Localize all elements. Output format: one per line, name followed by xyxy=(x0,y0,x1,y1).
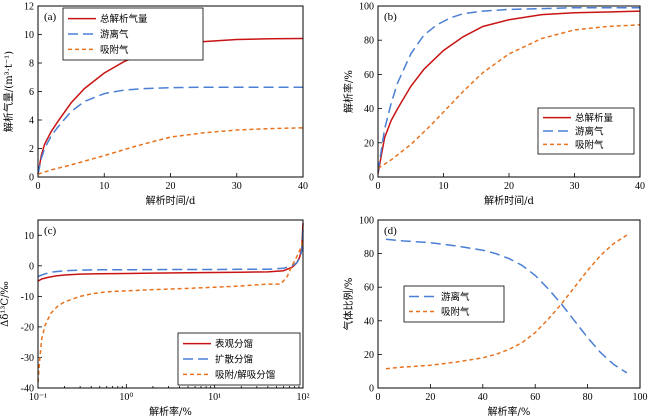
x-tick-label: 20 xyxy=(166,181,176,192)
y-axis-label: 气体比例/% xyxy=(342,278,355,331)
x-axis-label: 解析率/% xyxy=(149,405,192,418)
x-axis-label: 解析时间/d xyxy=(146,194,196,207)
x-tick-label: 40 xyxy=(635,181,645,192)
x-tick-label: 20 xyxy=(425,392,435,403)
legend-label: 吸附气 xyxy=(575,139,604,151)
series-line-blue xyxy=(37,86,303,175)
legend-label: 表观分馏 xyxy=(215,338,253,350)
plot-frame xyxy=(377,219,641,389)
plot-frame xyxy=(37,219,304,389)
y-axis-label: 解析率/% xyxy=(342,70,355,113)
y-tick-label: 100 xyxy=(359,2,374,13)
series-line-orange xyxy=(377,24,641,170)
legend-box xyxy=(537,107,635,155)
legend-label: 吸附/解吸分馏 xyxy=(215,369,275,381)
series-line-red xyxy=(377,10,641,174)
panel-1: 0 10 20 30 40 0 2 4 6 8 10 12 (a) 解析时间/d 解析气量/(m³·t⁻¹)… xyxy=(2,2,308,208)
y-tick-label: 0 xyxy=(29,261,34,272)
x-tick-label: 10⁰ xyxy=(119,392,133,403)
x-tick-label: 0 xyxy=(376,392,381,403)
legend-label: 游离气 xyxy=(575,126,604,138)
legend-label: 吸附气 xyxy=(100,44,129,56)
panel-label: (a) xyxy=(44,11,57,23)
y-tick-label: 0 xyxy=(29,173,34,184)
y-tick-label: -10 xyxy=(21,292,34,303)
series-line-blue xyxy=(385,238,628,374)
legend-label: 扩散分馏 xyxy=(215,354,253,366)
y-tick-label: 100 xyxy=(359,216,374,227)
x-tick-label: 30 xyxy=(232,181,242,192)
x-tick-label: 0 xyxy=(36,181,41,192)
y-tick-label: 6 xyxy=(29,87,34,98)
series-line-blue xyxy=(377,6,640,173)
x-axis-label: 解析时间/d xyxy=(484,194,534,207)
y-tick-label: -20 xyxy=(21,322,34,333)
x-tick-label: 10 xyxy=(99,181,109,192)
series-line-red xyxy=(37,37,304,175)
legend-label: 吸附气 xyxy=(441,306,470,318)
panel-2: 0 10 20 30 40 0 20 40 60 80 100 (b) 解析时间/d 解析率/% 总解析量游… xyxy=(342,2,645,208)
y-tick-label: 60 xyxy=(364,70,374,81)
y-tick-label: 2 xyxy=(29,144,34,155)
legend-label: 总解析气量 xyxy=(100,13,148,25)
y-tick-label: 0 xyxy=(369,384,374,395)
x-tick-label: 40 xyxy=(478,392,488,403)
series-line-blue xyxy=(37,229,304,278)
panel-label: (d) xyxy=(384,225,397,237)
y-tick-label: 8 xyxy=(29,59,34,70)
series-line-red xyxy=(37,223,304,282)
x-axis-label: 解析率/% xyxy=(488,405,531,418)
series-line-orange xyxy=(37,241,304,382)
x-tick-label: 10² xyxy=(297,392,310,403)
x-tick-label: 60 xyxy=(530,392,540,403)
y-tick-label: 10 xyxy=(24,231,34,242)
panel-3: 10⁻¹ 10⁰ 10¹ 10² -40 -30 -20 -10 0 10 (c) 解析率/% Δδ¹³… xyxy=(0,219,310,418)
y-tick-label: 60 xyxy=(364,283,374,294)
y-tick-label: -30 xyxy=(21,353,34,364)
x-tick-label: 40 xyxy=(298,181,308,192)
x-tick-label: 20 xyxy=(504,181,514,192)
panel-label: (b) xyxy=(384,11,397,23)
plot-frame xyxy=(37,5,304,178)
y-tick-label: -40 xyxy=(21,384,34,395)
legend-box xyxy=(403,285,505,323)
legend-label: 游离气 xyxy=(100,29,129,41)
y-axis-label: 解析气量/(m³·t⁻¹) xyxy=(2,51,15,132)
x-tick-label: 10 xyxy=(439,181,449,192)
y-tick-label: 4 xyxy=(29,116,34,127)
x-tick-label: 0 xyxy=(376,181,381,192)
x-tick-label: 10⁻¹ xyxy=(29,392,47,403)
x-tick-label: 10¹ xyxy=(208,392,221,403)
x-tick-label: 80 xyxy=(583,392,593,403)
y-tick-label: 10 xyxy=(24,30,34,41)
y-tick-label: 40 xyxy=(364,316,374,327)
y-tick-label: 20 xyxy=(364,350,374,361)
y-tick-label: 40 xyxy=(364,104,374,115)
y-tick-label: 20 xyxy=(364,138,374,149)
panel-4: 0 20 40 60 80 100 0 20 40 60 80 100 (d) 解析率/% 气体比例/% 游离… xyxy=(342,216,648,418)
legend-label: 游离气 xyxy=(441,291,470,303)
legend-label: 总解析量 xyxy=(575,112,614,124)
y-tick-label: 12 xyxy=(24,2,34,13)
y-tick-label: 0 xyxy=(369,173,374,184)
y-axis-label: Δδ¹³C/‰ xyxy=(0,281,11,327)
plot-frame xyxy=(377,5,641,178)
y-tick-label: 80 xyxy=(364,36,374,47)
series-line-orange xyxy=(385,234,628,370)
series-line-orange xyxy=(37,127,304,175)
panel-label: (c) xyxy=(44,225,57,237)
y-tick-label: 80 xyxy=(364,249,374,260)
x-tick-label: 30 xyxy=(570,181,580,192)
x-tick-label: 100 xyxy=(633,392,648,403)
